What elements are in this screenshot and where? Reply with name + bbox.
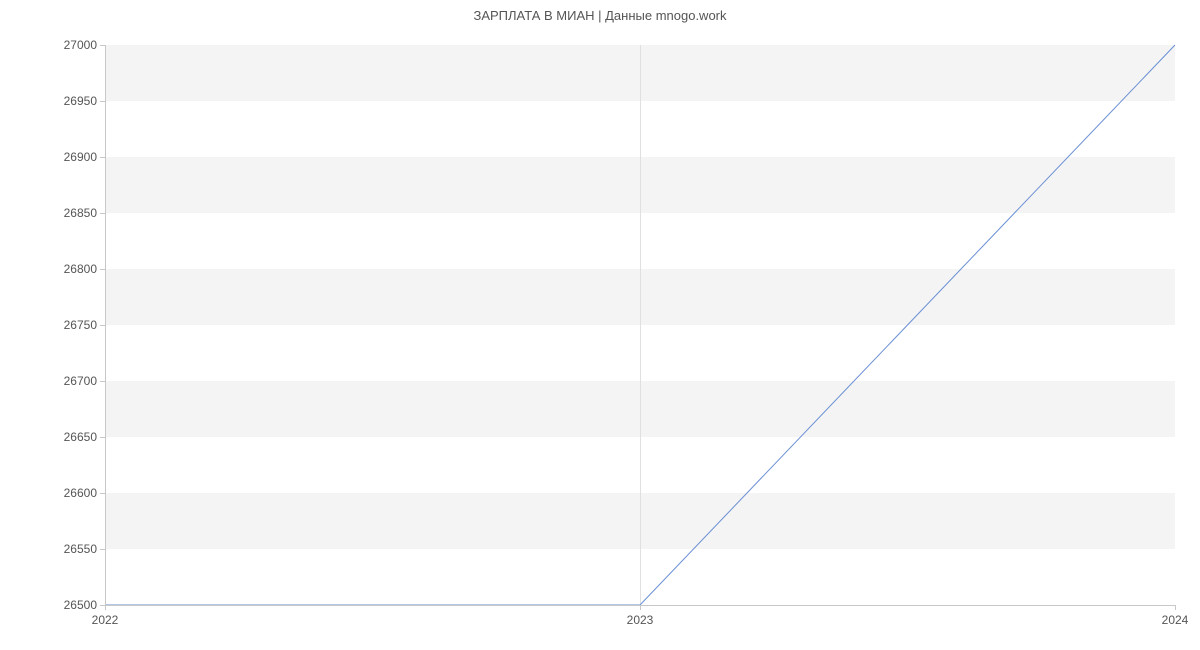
x-tick-mark — [1175, 605, 1176, 610]
y-axis-line — [105, 45, 106, 605]
line-layer — [105, 45, 1175, 605]
y-tick-label: 26700 — [64, 374, 97, 388]
y-tick-mark — [100, 325, 105, 326]
x-tick-label: 2023 — [627, 613, 654, 627]
salary-chart: ЗАРПЛАТА В МИАН | Данные mnogo.work 2650… — [0, 0, 1200, 650]
y-tick-label: 27000 — [64, 38, 97, 52]
y-tick-mark — [100, 101, 105, 102]
y-tick-label: 26950 — [64, 94, 97, 108]
y-tick-label: 26750 — [64, 318, 97, 332]
y-tick-label: 26800 — [64, 262, 97, 276]
y-tick-label: 26550 — [64, 542, 97, 556]
y-tick-mark — [100, 269, 105, 270]
x-tick-mark — [640, 605, 641, 610]
x-tick-mark — [105, 605, 106, 610]
series-line — [105, 45, 1175, 605]
y-tick-mark — [100, 493, 105, 494]
y-tick-label: 26650 — [64, 430, 97, 444]
y-tick-mark — [100, 437, 105, 438]
y-tick-mark — [100, 157, 105, 158]
chart-title: ЗАРПЛАТА В МИАН | Данные mnogo.work — [0, 8, 1200, 23]
y-tick-label: 26850 — [64, 206, 97, 220]
y-tick-label: 26600 — [64, 486, 97, 500]
y-tick-label: 26900 — [64, 150, 97, 164]
x-tick-label: 2024 — [1162, 613, 1189, 627]
y-tick-label: 26500 — [64, 598, 97, 612]
y-tick-mark — [100, 549, 105, 550]
y-tick-mark — [100, 213, 105, 214]
y-tick-mark — [100, 45, 105, 46]
plot-area: 2650026550266002665026700267502680026850… — [105, 45, 1175, 605]
x-tick-label: 2022 — [92, 613, 119, 627]
y-tick-mark — [100, 381, 105, 382]
